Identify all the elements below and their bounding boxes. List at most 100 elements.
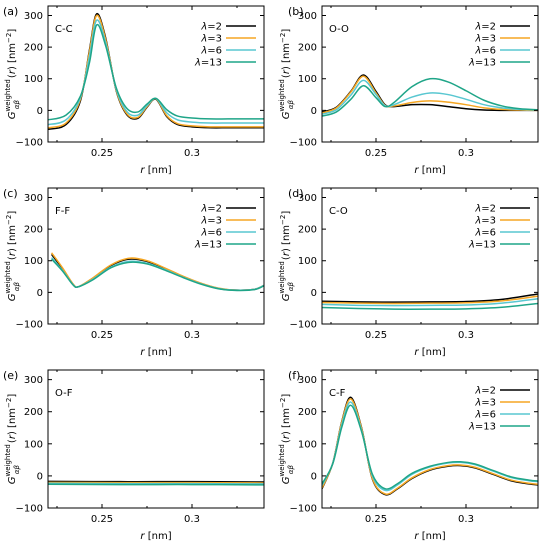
y-axis-label: Gweightedαβ(r) [nm−2] xyxy=(278,211,295,302)
x-axis-label: r [nm] xyxy=(140,531,171,542)
series-line-lambda-13 xyxy=(48,483,264,486)
x-tick-label: 0.25 xyxy=(365,330,387,341)
y-tick-label: 200 xyxy=(298,225,317,236)
legend-label: λ=3 xyxy=(474,216,496,227)
panel-label: (f) xyxy=(288,369,300,382)
x-tick-label: 0.3 xyxy=(458,514,474,525)
y-tick-label: 300 xyxy=(24,11,43,22)
y-tick-label: −100 xyxy=(290,138,317,149)
legend-label: λ=6 xyxy=(200,46,222,57)
series-line-lambda-13 xyxy=(51,258,264,292)
panel-5: (f) −100 0 100 200 300 0.25 0.3 r [nm] Gweightedα… xyxy=(278,369,539,542)
y-axis-label: Gweightedαβ(r) [nm−2] xyxy=(4,29,21,120)
y-axis-label: Gweightedαβ(r) [nm−2] xyxy=(278,29,295,120)
y-tick-label: 100 xyxy=(298,439,317,450)
panel-label: (b) xyxy=(288,5,304,18)
panel-label: (a) xyxy=(3,5,18,18)
x-tick-label: 0.3 xyxy=(184,148,200,159)
legend-label: λ=3 xyxy=(200,216,222,227)
x-tick-label: 0.25 xyxy=(365,148,387,159)
legend-label: λ=13 xyxy=(468,422,496,433)
y-tick-label: 0 xyxy=(311,106,317,117)
x-axis-label: r [nm] xyxy=(140,347,171,358)
panel-1: (b) −100 0 100 200 300 0.25 0.3 r [nm] Gweightedα… xyxy=(278,5,539,176)
y-tick-label: 300 xyxy=(298,11,317,22)
plot-frame xyxy=(47,5,265,143)
legend-label: λ=2 xyxy=(200,22,222,33)
y-tick-label: 100 xyxy=(24,74,43,85)
series-line-lambda-2 xyxy=(48,13,264,131)
y-tick-label: −100 xyxy=(290,504,317,515)
x-tick-label: 0.25 xyxy=(91,514,113,525)
y-tick-label: 0 xyxy=(311,471,317,482)
y-tick-label: 300 xyxy=(298,193,317,204)
plot-frame xyxy=(321,187,539,325)
panel-3: (d) −100 0 100 200 300 0.25 0.3 r [nm] Gweightedα… xyxy=(278,187,539,358)
legend-label: λ=13 xyxy=(194,58,222,69)
panel-0: (a) −100 0 100 200 300 0.25 0.3 r [nm] Gweightedα… xyxy=(3,5,265,176)
series-line-lambda-2 xyxy=(322,293,538,303)
legend-label: λ=13 xyxy=(468,58,496,69)
series-line-lambda-3 xyxy=(322,75,538,114)
series-line-lambda-13 xyxy=(322,404,538,490)
y-tick-label: 100 xyxy=(24,439,43,450)
panel-label: (d) xyxy=(288,187,304,200)
legend-label: λ=3 xyxy=(474,34,496,45)
series-line-lambda-3 xyxy=(48,481,264,484)
legend-label: λ=2 xyxy=(474,204,496,215)
panel-2: (c) −100 0 100 200 300 0.25 0.3 r [nm] Gweightedα… xyxy=(3,187,265,358)
legend-label: λ=3 xyxy=(474,398,496,409)
pair-annotation: O-O xyxy=(329,24,349,35)
y-tick-label: 200 xyxy=(24,43,43,54)
x-axis-label: r [nm] xyxy=(414,347,445,358)
y-tick-label: −100 xyxy=(290,320,317,331)
x-tick-label: 0.25 xyxy=(91,148,113,159)
y-tick-label: 200 xyxy=(298,43,317,54)
plot-frame xyxy=(47,187,265,325)
x-tick-label: 0.3 xyxy=(184,514,200,525)
series-line-lambda-3 xyxy=(322,295,538,305)
series-line-lambda-3 xyxy=(322,398,538,495)
legend-label: λ=6 xyxy=(474,46,496,57)
panel-label: (c) xyxy=(3,187,18,200)
plot-frame xyxy=(321,369,539,509)
plot-frame xyxy=(321,5,539,143)
series-line-lambda-6 xyxy=(322,297,538,307)
y-axis-label: Gweightedαβ(r) [nm−2] xyxy=(278,394,295,485)
panel-label: (e) xyxy=(3,369,18,382)
series-line-lambda-13 xyxy=(322,302,538,310)
series-line-lambda-13 xyxy=(48,23,264,121)
series-line-lambda-6 xyxy=(322,79,538,115)
legend-label: λ=6 xyxy=(474,410,496,421)
legend-label: λ=6 xyxy=(474,228,496,239)
series-line-lambda-6 xyxy=(48,19,264,126)
y-tick-label: −100 xyxy=(16,504,43,515)
y-axis-label: Gweightedαβ(r) [nm−2] xyxy=(4,211,21,302)
y-tick-label: 200 xyxy=(298,407,317,418)
series-line-lambda-3 xyxy=(48,14,264,129)
y-tick-label: 100 xyxy=(298,74,317,85)
x-tick-label: 0.3 xyxy=(458,330,474,341)
series-line-lambda-6 xyxy=(48,482,264,485)
pair-annotation: C-C xyxy=(55,24,73,35)
y-tick-label: 200 xyxy=(24,225,43,236)
y-axis-label: Gweightedαβ(r) [nm−2] xyxy=(4,394,21,485)
y-tick-label: 100 xyxy=(298,256,317,267)
pair-annotation: F-F xyxy=(55,206,70,217)
x-tick-label: 0.25 xyxy=(91,330,113,341)
x-tick-label: 0.3 xyxy=(458,148,474,159)
series-line-lambda-6 xyxy=(322,401,538,492)
y-tick-label: −100 xyxy=(16,138,43,149)
x-tick-label: 0.3 xyxy=(184,330,200,341)
series-line-lambda-2 xyxy=(48,480,264,483)
y-tick-label: 0 xyxy=(37,471,43,482)
y-tick-label: 200 xyxy=(24,407,43,418)
series-line-lambda-13 xyxy=(322,77,538,117)
legend-label: λ=6 xyxy=(200,228,222,239)
x-axis-label: r [nm] xyxy=(414,165,445,176)
legend-label: λ=13 xyxy=(194,240,222,251)
y-tick-label: 0 xyxy=(37,288,43,299)
legend-label: λ=13 xyxy=(468,240,496,251)
